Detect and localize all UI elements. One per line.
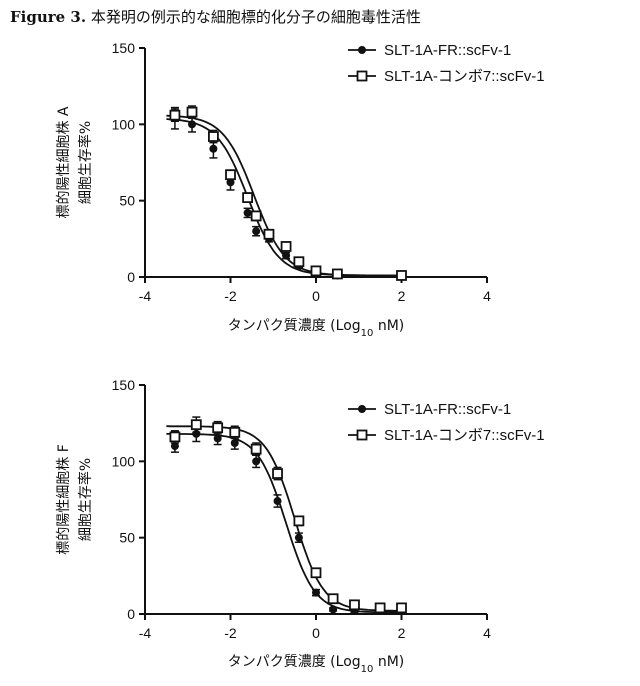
legend-label: SLT-1A-FR::scFv-1 — [384, 42, 511, 59]
y-tick-label: 150 — [112, 40, 136, 56]
legend-label: SLT-1A-コンボ7::scFv-1 — [384, 68, 545, 85]
data-point — [280, 241, 292, 252]
x-axis-title: タンパク質濃度 (Log10 nM) — [228, 318, 405, 339]
y-tick-label: 150 — [112, 377, 136, 393]
data-point — [252, 227, 261, 236]
data-point — [250, 443, 262, 455]
x-tick-label: -2 — [224, 625, 237, 641]
x-tick-label: 2 — [398, 625, 406, 641]
legend-marker — [358, 46, 366, 54]
data-point — [374, 602, 386, 614]
figure-caption: 本発明の例示的な細胞標的化分子の細胞毒性活性 — [90, 8, 421, 26]
data-point — [396, 270, 407, 281]
data-point — [252, 457, 261, 466]
y-tick-label: 0 — [127, 606, 135, 622]
data-point — [169, 109, 181, 121]
data-point — [293, 515, 305, 527]
series-1: SLT-1A-コンボ7::scFv-1 — [166, 416, 545, 614]
data-point — [212, 422, 224, 434]
data-point — [272, 468, 283, 479]
x-tick-label: 0 — [312, 625, 320, 641]
legend-marker — [358, 405, 366, 413]
data-point — [310, 265, 322, 277]
x-tick-label: 0 — [312, 288, 320, 304]
data-point — [282, 251, 291, 260]
y-tick-label: 100 — [112, 116, 136, 132]
x-axis-title: タンパク質濃度 (Log10 nM) — [228, 654, 405, 675]
x-tick-label: -4 — [139, 288, 152, 304]
x-tick-label: -4 — [139, 625, 152, 641]
data-point — [229, 426, 241, 438]
data-point — [250, 210, 262, 222]
data-point — [186, 106, 198, 118]
data-point — [349, 599, 360, 611]
y-tick-label: 100 — [112, 453, 136, 469]
data-point — [188, 120, 197, 129]
y-axis-title-line2: 細胞生存率% — [77, 121, 94, 204]
data-point — [225, 169, 236, 181]
legend-label: SLT-1A-コンボ7::scFv-1 — [384, 427, 545, 444]
fit-curve — [166, 425, 404, 612]
data-point — [243, 208, 252, 217]
data-point — [190, 419, 202, 431]
data-point — [310, 567, 322, 579]
y-tick-label: 50 — [119, 193, 135, 209]
fit-curve — [166, 433, 404, 614]
legend-marker — [356, 70, 368, 82]
figure-tag: Figure 3. — [10, 8, 87, 26]
chart-panel-bottom: 0 50 100 150 -4 -2 0 2 4 標的陽性細胞株 F 細胞生存率% タンパク質濃度 (… — [56, 377, 545, 675]
y-axis-title-line2: 細胞生存率% — [77, 458, 94, 541]
figure-title: Figure 3. 本発明の例示的な細胞標的化分子の細胞毒性活性 — [10, 6, 421, 27]
data-point — [396, 602, 407, 614]
data-point — [169, 431, 181, 443]
x-tick-label: 4 — [483, 625, 491, 641]
x-tick-label: -2 — [224, 288, 237, 304]
data-point — [329, 605, 338, 614]
fit-curve — [166, 114, 404, 277]
legend-marker — [356, 429, 368, 441]
data-point — [226, 178, 235, 187]
data-point — [230, 439, 239, 448]
x-tick-label: 4 — [483, 288, 491, 304]
data-point — [207, 131, 219, 142]
y-axis-title-line1: 標的陽性細胞株 F — [56, 444, 72, 555]
data-point — [170, 442, 179, 451]
data-point — [331, 268, 343, 280]
series-1: SLT-1A-コンボ7::scFv-1 — [166, 68, 545, 281]
x-tick-label: 2 — [398, 288, 406, 304]
data-point — [293, 256, 305, 268]
data-point — [213, 434, 222, 443]
data-point — [209, 144, 218, 153]
chart-panel-top: 0 50 100 150 -4 -2 0 2 4 標的陽性細胞株 A 細胞生存率% タンパク質濃度 (… — [56, 40, 545, 339]
data-point — [263, 228, 275, 240]
y-axis-title-line1: 標的陽性細胞株 A — [56, 106, 72, 218]
y-tick-label: 0 — [127, 269, 135, 285]
data-point — [327, 593, 339, 605]
legend-label: SLT-1A-FR::scFv-1 — [384, 401, 511, 418]
data-point — [312, 588, 320, 597]
data-point — [242, 192, 254, 204]
y-tick-label: 50 — [119, 530, 135, 546]
data-point — [273, 497, 282, 506]
